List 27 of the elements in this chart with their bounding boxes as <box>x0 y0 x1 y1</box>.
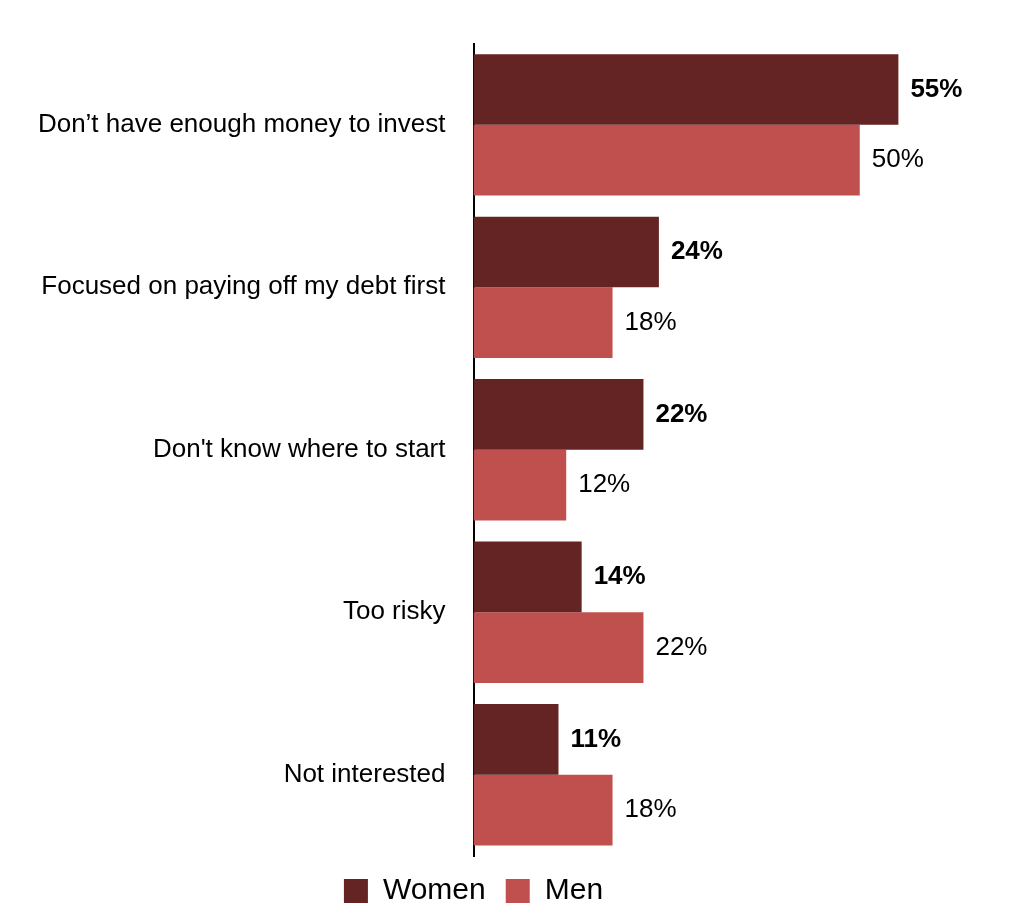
bar <box>473 287 613 358</box>
data-label: 12% <box>578 468 631 499</box>
bar <box>473 612 644 683</box>
bar <box>473 774 613 846</box>
bar <box>473 379 644 450</box>
y-tick-label: Don't know where to start <box>152 432 447 463</box>
data-label: 18% <box>624 305 677 336</box>
data-label: 50% <box>871 143 924 174</box>
bar <box>473 124 860 196</box>
y-tick-label: Not interested <box>283 757 446 788</box>
bar <box>473 216 659 288</box>
data-label: 55% <box>910 72 963 103</box>
bar <box>473 541 582 613</box>
data-label: 24% <box>670 235 723 266</box>
legend-label: Men <box>544 872 604 906</box>
data-label: 11% <box>570 722 622 753</box>
bar <box>473 54 899 125</box>
y-tick-label: Don’t have enough money to invest <box>37 108 447 139</box>
y-tick-label: Focused on paying off my debt first <box>41 270 447 301</box>
data-label: 14% <box>593 560 646 591</box>
bar <box>473 704 559 775</box>
bar <box>473 449 567 521</box>
data-label: 18% <box>624 793 677 824</box>
data-label: 22% <box>655 630 708 661</box>
legend-label: Women <box>382 872 486 906</box>
y-tick-label: Too risky <box>342 595 446 626</box>
data-label: 22% <box>655 397 708 428</box>
